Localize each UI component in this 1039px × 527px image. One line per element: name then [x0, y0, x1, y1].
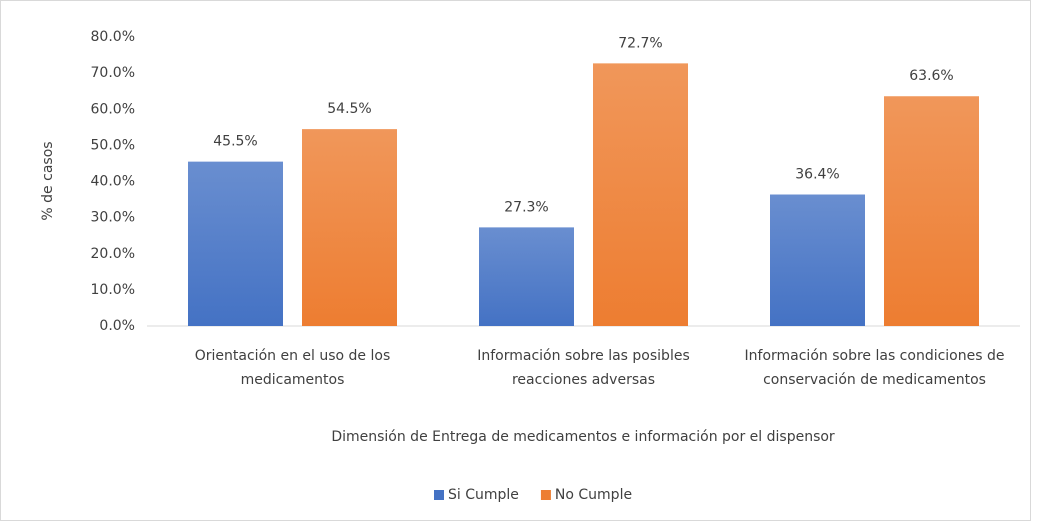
legend-swatch: [434, 490, 444, 500]
y-tick-label: 50.0%: [91, 137, 135, 153]
y-tick-label: 20.0%: [91, 246, 135, 262]
bar: [770, 194, 865, 326]
x-tick-label: Información sobre las condiciones de cons…: [745, 348, 1005, 388]
bar: [884, 96, 979, 327]
data-label: 36.4%: [795, 167, 839, 183]
data-label: 54.5%: [327, 101, 371, 117]
y-tick-label: 60.0%: [91, 101, 135, 117]
y-tick-label: 80.0%: [91, 29, 135, 45]
legend-label: No Cumple: [555, 487, 632, 503]
legend-swatch: [540, 490, 551, 500]
data-label: 72.7%: [618, 35, 662, 51]
bar: [302, 129, 397, 326]
y-tick-label: 0.0%: [99, 318, 135, 334]
x-tick-label: Información sobre las posibles reacciones…: [477, 348, 690, 388]
legend-label: Si Cumple: [448, 487, 519, 503]
y-tick-label: 10.0%: [91, 282, 135, 298]
bar: [188, 161, 283, 326]
data-label: 45.5%: [213, 134, 257, 150]
y-tick-label: 70.0%: [91, 65, 135, 81]
y-axis-label: % de casos: [40, 141, 56, 220]
y-tick-label: 40.0%: [91, 174, 135, 190]
bar: [479, 227, 574, 326]
x-axis-label: Dimensión de Entrega de medicamentos e i…: [331, 429, 835, 445]
x-tick-label: Orientación en el uso de los medicamentos: [195, 348, 390, 388]
y-tick-label: 30.0%: [91, 210, 135, 226]
data-label: 27.3%: [504, 199, 548, 215]
bar: [593, 63, 688, 327]
data-label: 63.6%: [909, 68, 953, 84]
